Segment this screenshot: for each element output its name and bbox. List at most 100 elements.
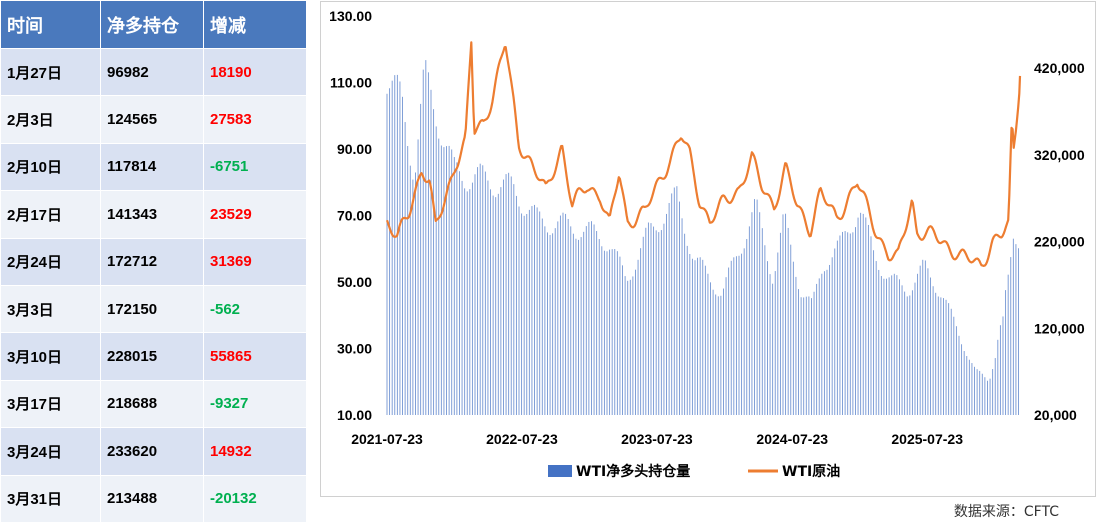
net-long-bar	[940, 297, 942, 415]
net-long-bar	[849, 233, 851, 415]
row-net-long: 172712	[100, 237, 204, 286]
net-long-bar	[743, 248, 745, 415]
wti-price-line	[385, 41, 1022, 267]
net-long-bar	[433, 109, 435, 416]
net-long-bar	[515, 195, 517, 415]
net-long-bar	[673, 187, 675, 415]
net-long-bar	[748, 226, 750, 415]
x-tick-label: 2024-07-23	[756, 431, 828, 447]
row-date: 2月24日	[0, 237, 101, 286]
net-long-bar	[585, 226, 587, 415]
net-long-bar	[588, 221, 590, 415]
net-long-bar	[645, 227, 647, 415]
net-long-bar	[816, 283, 818, 415]
net-long-bar	[927, 268, 929, 415]
net-long-bar	[1010, 257, 1012, 415]
net-long-bar	[575, 238, 577, 415]
net-long-bar	[761, 228, 763, 415]
net-long-bar	[1015, 244, 1017, 415]
net-long-bar	[981, 373, 983, 415]
net-long-bar	[440, 145, 442, 415]
net-long-bar	[477, 167, 479, 415]
net-long-bar	[697, 257, 699, 415]
table-row: 3月24日 233620 14932	[0, 427, 307, 476]
net-long-bar	[844, 231, 846, 415]
net-long-bar	[389, 88, 391, 415]
net-long-bar	[448, 145, 450, 415]
net-long-bar	[818, 278, 820, 415]
net-long-bar	[782, 214, 784, 415]
net-long-bar	[966, 356, 968, 415]
row-change: -9327	[203, 379, 307, 429]
row-change: -20132	[203, 474, 307, 523]
net-long-bar	[917, 273, 919, 415]
net-long-bar	[471, 182, 473, 415]
net-long-bar	[668, 202, 670, 415]
row-net-long: 96982	[100, 47, 204, 97]
net-long-bar	[839, 235, 841, 415]
net-long-bar	[482, 165, 484, 415]
net-long-bar	[909, 295, 911, 415]
net-long-bar	[963, 351, 965, 415]
net-long-bar	[562, 212, 564, 415]
row-change: 55865	[203, 332, 307, 381]
net-long-bar	[974, 366, 975, 415]
net-long-bar	[466, 191, 468, 415]
net-long-bar	[935, 292, 937, 415]
net-long-bar	[552, 233, 554, 415]
net-long-bar	[510, 176, 512, 415]
net-long-bar	[880, 276, 882, 415]
row-change: 27583	[203, 95, 307, 144]
net-long-bar	[725, 277, 727, 415]
net-long-bar	[961, 344, 963, 415]
net-long-bar	[694, 260, 696, 415]
net-long-bar	[1018, 248, 1019, 415]
wti-chart: 10.00 30.00 50.00 70.00 90.00 110.00 130.00 20,…	[329, 8, 1085, 480]
row-date: 2月17日	[0, 190, 101, 239]
net-long-bar	[943, 298, 944, 415]
table-row: 3月3日 172150 -562	[0, 284, 307, 334]
net-long-bar	[396, 74, 398, 416]
net-long-bar	[699, 257, 701, 415]
net-long-bar	[611, 249, 613, 415]
row-date: 3月24日	[0, 427, 101, 476]
net-long-bar	[629, 279, 631, 415]
net-long-bar	[953, 316, 955, 415]
net-long-bar	[795, 276, 797, 415]
row-change: -6751	[203, 142, 307, 192]
row-date: 3月3日	[0, 284, 101, 334]
position-table: 时间 净多持仓 增减 1月27日 96982 18190 2月3日 124565 2758…	[0, 0, 307, 523]
header-date: 时间	[0, 0, 101, 49]
net-long-bar	[914, 282, 916, 415]
net-long-bar	[451, 149, 453, 415]
net-long-bar	[681, 218, 683, 415]
net-long-bar	[730, 260, 732, 415]
net-long-bar	[580, 237, 582, 415]
net-long-bar	[464, 188, 466, 415]
net-long-bar	[404, 122, 406, 416]
net-long-bar	[891, 275, 893, 415]
net-long-bar	[769, 274, 771, 415]
net-long-bar	[971, 363, 973, 415]
net-long-bar	[505, 174, 507, 415]
net-long-bar	[888, 277, 890, 415]
net-long-bar	[875, 261, 877, 415]
x-tick-label: 2023-07-23	[621, 431, 693, 447]
net-long-bar	[1002, 316, 1004, 415]
net-long-bar	[523, 215, 525, 415]
net-long-bar	[536, 207, 538, 415]
net-long-bar	[469, 189, 471, 415]
net-long-bar	[772, 283, 774, 415]
net-long-bar	[487, 180, 489, 415]
net-long-bar	[666, 213, 667, 415]
x-tick-label: 2025-07-23	[891, 431, 963, 447]
net-long-bar	[518, 206, 520, 415]
net-long-bar	[741, 253, 743, 415]
net-long-bar	[922, 259, 924, 415]
net-long-bar	[640, 248, 642, 415]
net-long-bar	[412, 179, 414, 415]
net-long-bar	[883, 278, 885, 415]
net-long-bar	[565, 213, 567, 415]
row-net-long: 213488	[100, 474, 204, 523]
net-long-bar	[394, 75, 396, 416]
